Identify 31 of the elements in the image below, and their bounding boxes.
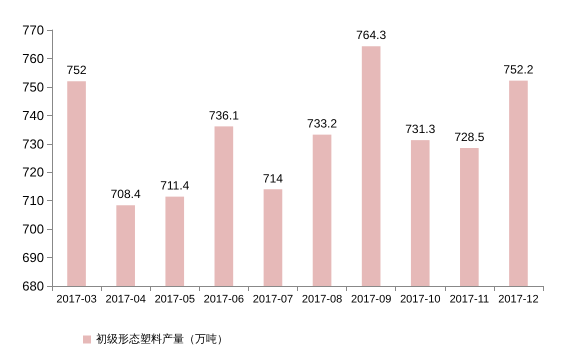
data-label: 764.3 xyxy=(356,28,386,42)
y-tick-label: 770 xyxy=(22,22,44,38)
y-tick-label: 740 xyxy=(22,108,44,123)
x-tick-label: 2017-09 xyxy=(350,294,392,306)
x-tick-label: 2017-04 xyxy=(105,294,146,306)
x-tick-label: 2017-10 xyxy=(400,294,440,306)
y-tick-label: 680 xyxy=(22,278,44,294)
y-tick-label: 760 xyxy=(22,50,44,66)
x-tick-label: 2017-05 xyxy=(154,294,195,306)
x-tick-label: 2017-12 xyxy=(498,294,539,306)
y-tick-label: 710 xyxy=(22,193,44,208)
data-label: 711.4 xyxy=(160,178,190,193)
x-tick-label: 2017-11 xyxy=(450,294,490,306)
x-tick-label: 2017-08 xyxy=(302,294,342,306)
data-label: 714 xyxy=(262,171,284,186)
data-label: 752.2 xyxy=(503,62,534,77)
y-tick-label: 720 xyxy=(22,164,44,180)
x-tick-label: 2017-03 xyxy=(56,294,97,306)
y-tick-label: 690 xyxy=(22,250,44,266)
data-label: 736.1 xyxy=(208,108,240,122)
y-tick-label: 730 xyxy=(22,136,44,152)
y-tick-label: 750 xyxy=(22,79,44,94)
data-label: 752 xyxy=(66,63,87,78)
data-label: 728.5 xyxy=(454,130,485,144)
data-label: 731.3 xyxy=(405,122,436,136)
data-label: 708.4 xyxy=(110,187,141,202)
x-tick-label: 2017-07 xyxy=(252,294,294,306)
y-tick-label: 700 xyxy=(22,222,44,237)
legend-label: 初级形态塑料产量（万吨） xyxy=(96,332,228,346)
data-label: 733.2 xyxy=(307,116,338,131)
x-tick-label: 2017-06 xyxy=(204,294,244,306)
